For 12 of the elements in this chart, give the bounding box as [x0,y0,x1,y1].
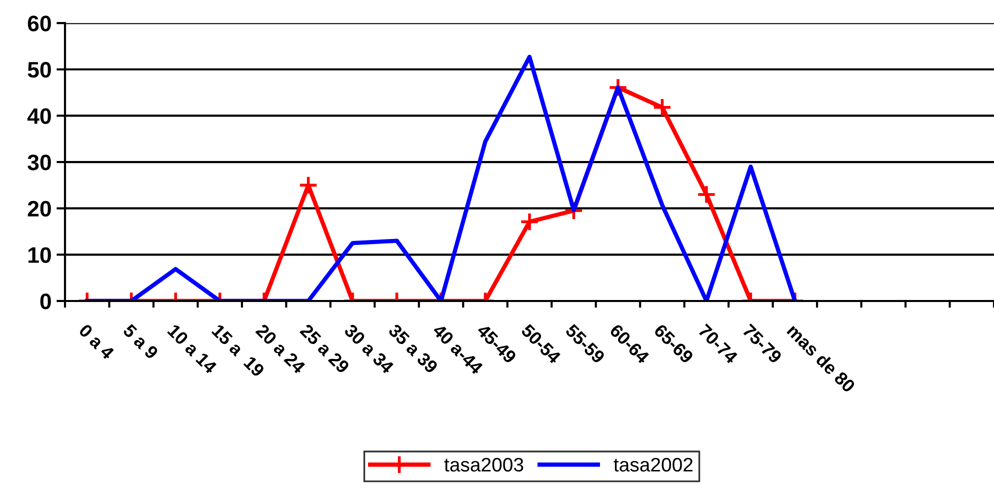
x-tick-label: 5 a 9 [122,323,159,360]
legend-label: tasa2003 [444,458,524,472]
legend-label: tasa2002 [614,458,692,472]
y-tick-label: 20 [28,200,51,217]
y-tick-label: 40 [27,108,51,124]
x-tick-label: 0 a 4 [78,323,116,360]
y-tick-label: 50 [28,62,51,78]
x-tick-label: mas de 80 [786,323,856,394]
y-tick-label: 30 [28,154,51,170]
y-tick-label: 60 [28,16,51,32]
y-tick-label: 10 [28,247,51,263]
y-tick-label: 0 [40,294,51,310]
